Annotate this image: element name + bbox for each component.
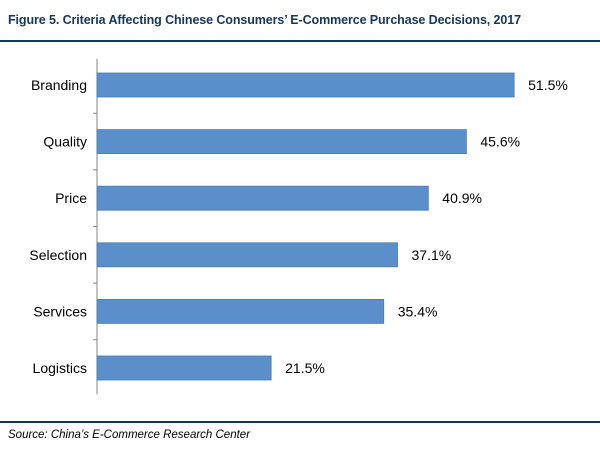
source-divider [0,421,600,423]
bars-group [93,72,515,381]
category-label-selection: Selection [29,247,87,263]
bar-price [96,185,429,211]
category-label-price: Price [55,190,87,206]
bar-branding [96,72,515,98]
value-label-selection: 37.1% [412,247,452,263]
category-label-branding: Branding [31,77,87,93]
value-label-logistics: 21.5% [285,360,325,376]
value-label-services: 35.4% [398,303,438,319]
bar-quality [96,129,467,154]
category-label-services: Services [33,303,87,319]
source-note: Source: China’s E-Commerce Research Cent… [8,429,251,441]
category-label-logistics: Logistics [33,360,87,376]
bar-logistics [96,355,272,381]
value-label-branding: 51.5% [528,77,568,93]
bar-chart: Branding Quality Price Selection Services Log… [29,58,568,395]
value-label-price: 40.9% [442,190,482,206]
category-labels-group: Branding Quality Price Selection Services Log… [29,77,87,376]
figure-title: Figure 5. Criteria Affecting Chinese Con… [8,13,521,27]
value-labels-group: 51.5% 45.6% 40.9% 37.1% 35.4% 21.5% [285,77,568,376]
title-divider [0,40,600,42]
value-label-quality: 45.6% [480,134,520,150]
bar-selection [96,242,398,268]
category-label-quality: Quality [43,134,87,150]
bar-services [96,298,385,324]
